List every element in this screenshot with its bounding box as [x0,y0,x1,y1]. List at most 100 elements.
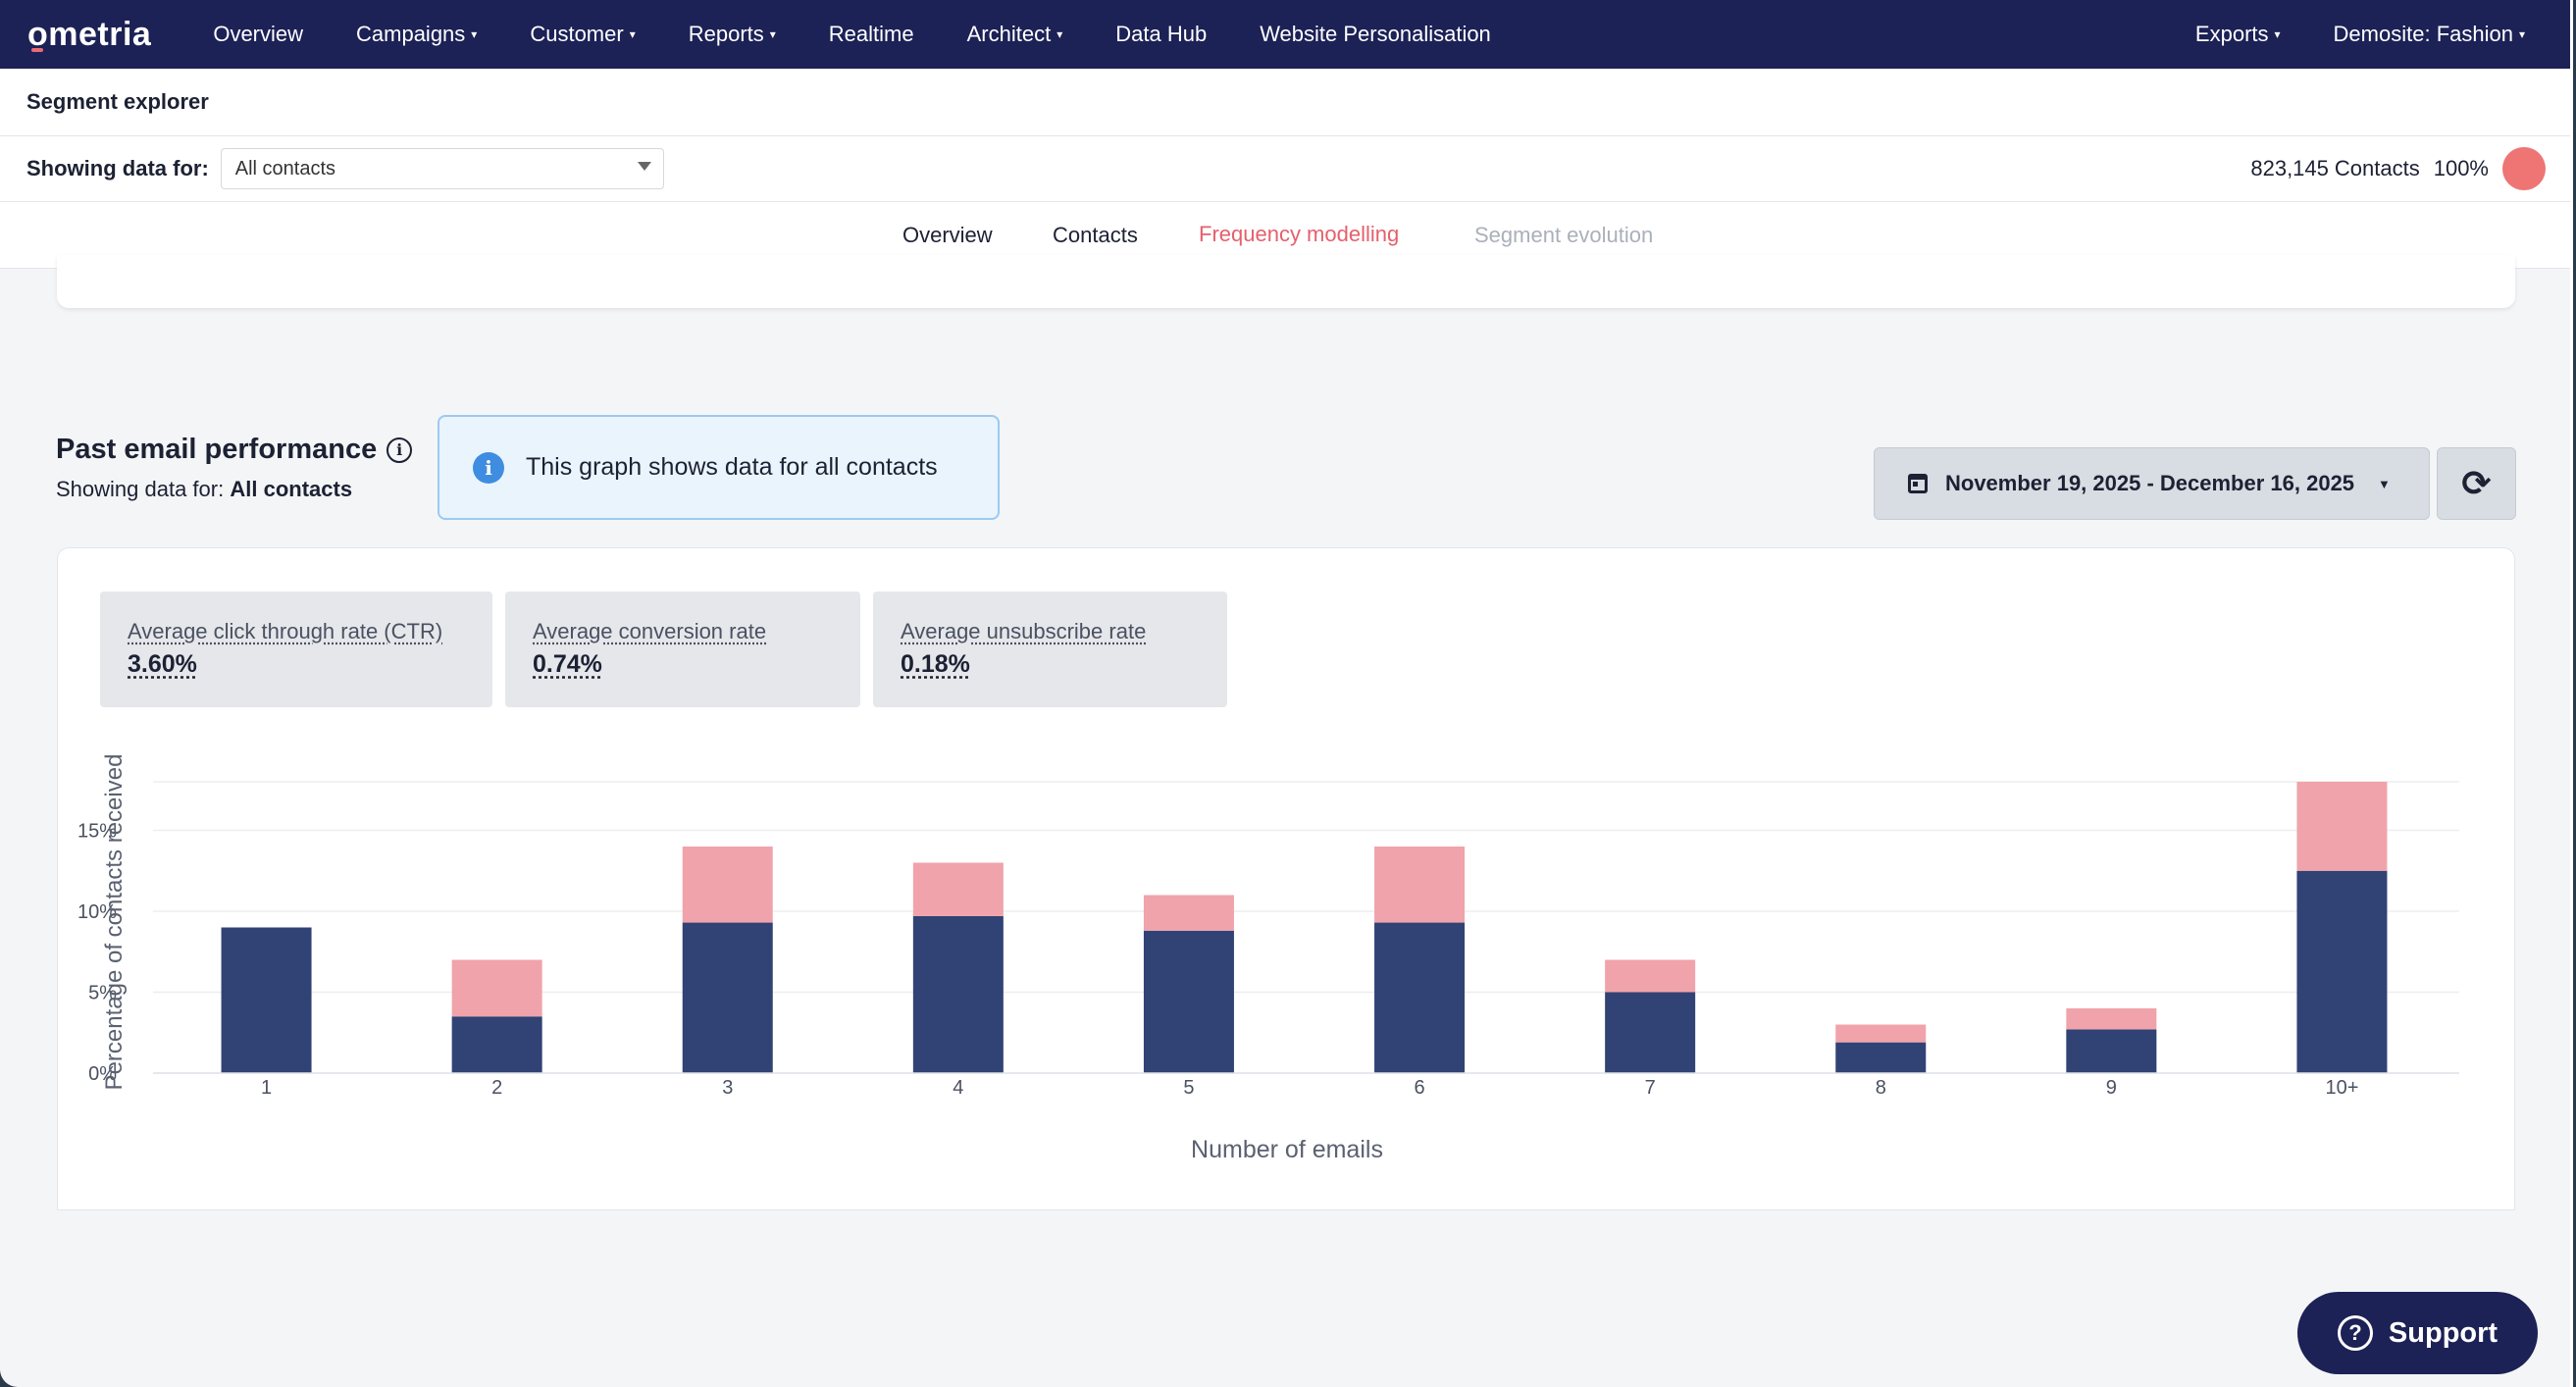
y-tick-label: 15% [77,821,117,843]
nav-reports[interactable]: Reports ▾ [662,22,802,47]
contacts-label: Contacts [2334,156,2420,180]
chevron-down-icon [637,162,651,171]
nav-items: Overview Campaigns ▾ Customer ▾ Reports ▾ Realt… [186,22,1517,47]
info-icon: i [473,451,504,484]
support-label: Support [2388,1316,2499,1349]
nav-overview[interactable]: Overview [186,22,330,47]
calendar-icon [1908,474,1928,493]
stat-ctr-label: Average click through rate (CTR) [128,619,443,643]
right-edge [2570,0,2573,1387]
refresh-icon: ⟳ [2461,463,2492,503]
previous-card [57,255,2515,308]
bar-9-series-1[interactable] [2066,1008,2157,1030]
nav-label: Demosite: Fashion [2333,22,2513,46]
info-banner: i This graph shows data for all contacts [438,415,1000,520]
section-subtitle: Showing data for: All contacts [56,477,353,501]
bar-8-series-1[interactable] [1835,1024,1927,1043]
x-tick-label: 7 [1645,1077,1656,1099]
y-axis-title: Percentage of contacts received [101,754,128,1091]
tab-segment-evolution[interactable]: Segment evolution [1474,223,1654,247]
segment-bar: Showing data for: All contacts 823,145 C… [0,136,2573,202]
nav-label: Realtime [828,22,914,46]
bar-9-series-0[interactable] [2066,1029,2157,1073]
segment-color-indicator [2502,147,2546,190]
bar-2-series-0[interactable] [451,1016,542,1073]
tab-overview[interactable]: Overview [902,223,993,247]
x-tick-label: 1 [261,1077,272,1099]
section-subtitle-value: All contacts [230,477,353,501]
caret-down-icon: ▾ [2518,27,2525,41]
section-title: Past email performance i [56,434,413,466]
nav-realtime[interactable]: Realtime [802,22,941,47]
x-tick-label: 5 [1183,1077,1194,1099]
bar-7-series-1[interactable] [1605,959,1696,993]
x-tick-label: 10+ [2325,1077,2358,1099]
x-tick-label: 2 [491,1077,502,1099]
nav-label: Overview [213,22,304,46]
x-tick-label: 6 [1414,1077,1424,1099]
nav-website-personalisation[interactable]: Website Personalisation [1233,22,1518,47]
bar-6-series-1[interactable] [1374,847,1466,923]
nav-right: Exports ▾ Demosite: Fashion ▾ [2169,22,2551,47]
bar-chart: 0% 5% 10% 15% 1 2 3 4 5 6 7 8 9 10+ Number of emails Pe… [77,754,2459,1163]
caret-down-icon: ▾ [1056,27,1063,41]
info-icon[interactable]: i [386,437,413,463]
nav-label: Architect [966,22,1052,46]
stat-conversion[interactable]: Average conversion rate 0.74% [505,591,860,707]
nav-architect[interactable]: Architect ▾ [941,22,1090,47]
bar-4-series-1[interactable] [912,862,1004,916]
bar-8-series-0[interactable] [1835,1042,1927,1073]
nav-label: Exports [2194,22,2269,46]
nav-label: Customer [530,22,624,46]
x-tick-label: 8 [1876,1077,1886,1099]
nav-demosite-fashion[interactable]: Demosite: Fashion ▾ [2307,22,2551,47]
nav-data-hub[interactable]: Data Hub [1089,22,1233,47]
ometria-logo[interactable]: ometria [27,15,152,53]
segment-select[interactable]: All contacts [220,148,664,189]
showing-data-label: Showing data for: [26,156,209,180]
bar-3-series-0[interactable] [682,922,773,1073]
caret-down-icon: ▾ [2274,27,2281,41]
bar-2-series-1[interactable] [451,959,542,1017]
page-header: Segment explorer [0,69,2573,136]
bar-10plus-series-1[interactable] [2296,782,2388,871]
stat-ctr[interactable]: Average click through rate (CTR) 3.60% [100,591,492,707]
y-tick-label: 5% [88,983,117,1004]
bar-4-series-0[interactable] [912,915,1004,1073]
stat-ctr-value: 3.60% [128,650,197,678]
bar-1-series-0[interactable] [221,927,312,1074]
caret-down-icon: ▾ [769,27,776,41]
stat-unsubscribe[interactable]: Average unsubscribe rate 0.18% [873,591,1227,707]
bar-6-series-0[interactable] [1374,922,1466,1073]
refresh-button[interactable]: ⟳ [2437,447,2516,520]
tab-contacts[interactable]: Contacts [1053,223,1138,247]
stat-conversion-value: 0.74% [533,650,602,678]
nav-label: Data Hub [1115,22,1208,46]
contacts-percent: 100% [2433,156,2489,180]
top-nav: ometria Overview Campaigns ▾ Customer ▾ Repor… [0,0,2573,69]
nav-label: Campaigns [356,22,466,46]
contacts-count: 823,145 [2250,156,2329,180]
nav-campaigns[interactable]: Campaigns ▾ [330,22,503,47]
bar-5-series-1[interactable] [1143,895,1234,931]
page-title: Segment explorer [26,89,209,114]
nav-label: Website Personalisation [1260,22,1491,46]
bar-7-series-0[interactable] [1605,992,1696,1074]
stat-unsubscribe-label: Average unsubscribe rate [901,619,1147,643]
nav-exports[interactable]: Exports ▾ [2169,22,2307,47]
chart-card: Average click through rate (CTR) 3.60% A… [57,547,2515,1210]
nav-customer[interactable]: Customer ▾ [503,22,661,47]
bar-10plus-series-0[interactable] [2296,870,2388,1073]
x-tick-label: 9 [2106,1077,2117,1099]
bar-3-series-1[interactable] [682,847,773,923]
x-tick-label: 4 [953,1077,963,1099]
segment-select-value: All contacts [234,157,336,180]
bar-5-series-0[interactable] [1143,930,1234,1073]
date-range-picker[interactable]: November 19, 2025 - December 16, 2025 ▼ [1874,447,2430,520]
date-range-text: November 19, 2025 - December 16, 2025 [1945,471,2355,495]
caret-down-icon: ▾ [629,27,636,41]
support-button[interactable]: ? Support [2297,1292,2538,1374]
caret-down-icon: ▾ [471,27,478,41]
stat-conversion-label: Average conversion rate [533,619,767,643]
